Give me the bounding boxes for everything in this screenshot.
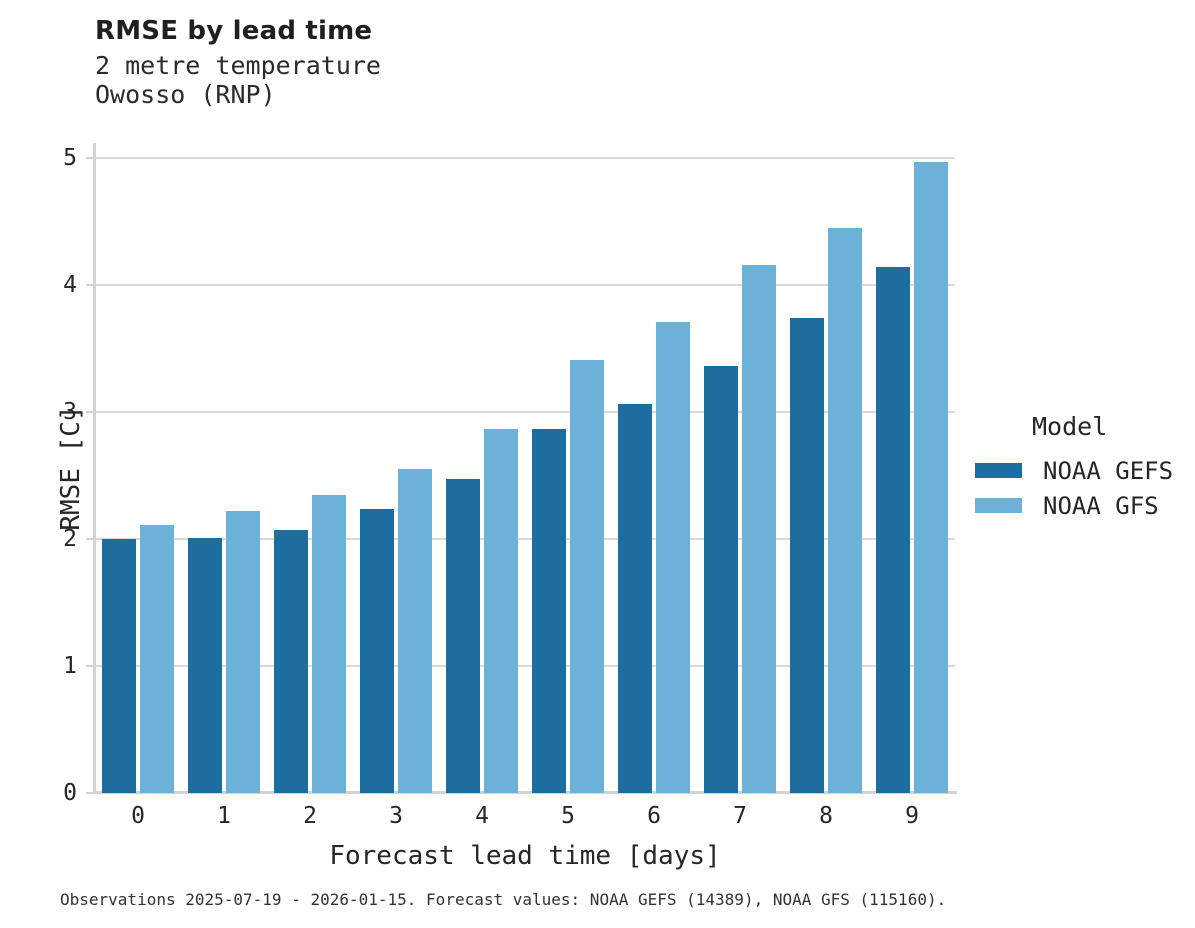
bar-noaa-gfs-lead-2 bbox=[312, 495, 346, 793]
y-tick-label-0: 0 bbox=[63, 780, 77, 806]
legend: Model NOAA GEFS NOAA GFS bbox=[975, 412, 1173, 523]
x-tick-label-0: 0 bbox=[131, 803, 145, 829]
bar-noaa-gefs-lead-7 bbox=[704, 366, 738, 793]
gridline-y-3 bbox=[95, 411, 955, 413]
bar-noaa-gefs-lead-4 bbox=[446, 479, 480, 793]
bar-noaa-gfs-lead-4 bbox=[484, 429, 518, 793]
y-tick-label-2: 2 bbox=[63, 526, 77, 552]
bar-noaa-gefs-lead-5 bbox=[532, 429, 566, 793]
legend-title: Model bbox=[1032, 412, 1108, 441]
bar-noaa-gefs-lead-1 bbox=[188, 538, 222, 793]
x-tick-label-7: 7 bbox=[733, 803, 747, 829]
y-axis-title: RMSE [C] bbox=[56, 405, 86, 531]
bar-noaa-gfs-lead-3 bbox=[398, 469, 432, 793]
y-tick-mark-4 bbox=[86, 284, 93, 286]
x-tick-label-8: 8 bbox=[819, 803, 833, 829]
x-tick-label-9: 9 bbox=[905, 803, 919, 829]
y-tick-label-1: 1 bbox=[63, 653, 77, 679]
bar-noaa-gfs-lead-9 bbox=[914, 162, 948, 793]
x-tick-label-6: 6 bbox=[647, 803, 661, 829]
bar-noaa-gfs-lead-8 bbox=[828, 228, 862, 793]
y-tick-mark-1 bbox=[86, 665, 93, 667]
bar-noaa-gefs-lead-6 bbox=[618, 404, 652, 793]
y-tick-label-4: 4 bbox=[63, 272, 77, 298]
x-axis-line bbox=[93, 791, 957, 794]
gridline-y-5 bbox=[95, 157, 955, 159]
bar-noaa-gefs-lead-8 bbox=[790, 318, 824, 793]
legend-label: NOAA GEFS bbox=[1043, 456, 1174, 485]
chart-subtitle-location: Owosso (RNP) bbox=[95, 80, 276, 109]
bar-noaa-gfs-lead-0 bbox=[140, 525, 174, 793]
legend-entry-noaa-gefs: NOAA GEFS bbox=[975, 453, 1173, 488]
x-tick-label-4: 4 bbox=[475, 803, 489, 829]
footer-caption: Observations 2025-07-19 - 2026-01-15. Fo… bbox=[60, 890, 947, 909]
bar-noaa-gefs-lead-9 bbox=[876, 267, 910, 793]
bar-noaa-gfs-lead-6 bbox=[656, 322, 690, 793]
legend-swatch-icon bbox=[975, 463, 1022, 478]
y-tick-mark-3 bbox=[86, 411, 93, 413]
y-axis-line bbox=[93, 143, 96, 794]
bar-noaa-gefs-lead-3 bbox=[360, 509, 394, 793]
chart-title: RMSE by lead time bbox=[95, 16, 373, 46]
y-tick-label-5: 5 bbox=[63, 145, 77, 171]
x-tick-label-5: 5 bbox=[561, 803, 575, 829]
bar-noaa-gefs-lead-0 bbox=[102, 539, 136, 793]
plot-area: RMSE [C] Forecast lead time [days] 0 1 2 3 4… bbox=[56, 143, 957, 871]
x-axis-title: Forecast lead time [days] bbox=[329, 841, 721, 871]
y-tick-mark-5 bbox=[86, 157, 93, 159]
bar-noaa-gfs-lead-5 bbox=[570, 360, 604, 793]
y-tick-mark-2 bbox=[86, 538, 93, 540]
legend-entry-noaa-gfs: NOAA GFS bbox=[975, 488, 1173, 523]
legend-swatch-icon bbox=[975, 498, 1022, 513]
y-tick-mark-0 bbox=[86, 792, 93, 794]
gridline-y-2 bbox=[95, 538, 955, 540]
chart-subtitle-variable: 2 metre temperature bbox=[95, 51, 381, 80]
gridline-y-1 bbox=[95, 665, 955, 667]
bar-noaa-gfs-lead-7 bbox=[742, 265, 776, 793]
y-tick-label-3: 3 bbox=[63, 399, 77, 425]
x-tick-label-2: 2 bbox=[303, 803, 317, 829]
x-tick-label-1: 1 bbox=[217, 803, 231, 829]
gridline-y-4 bbox=[95, 284, 955, 286]
x-tick-label-3: 3 bbox=[389, 803, 403, 829]
legend-label: NOAA GFS bbox=[1043, 491, 1159, 520]
bar-noaa-gefs-lead-2 bbox=[274, 530, 308, 793]
bar-noaa-gfs-lead-1 bbox=[226, 511, 260, 793]
